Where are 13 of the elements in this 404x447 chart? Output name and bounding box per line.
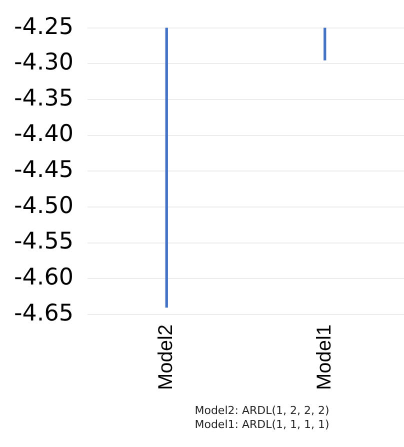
x-tick-label: Model1	[313, 324, 336, 390]
y-tick-label: -4.35	[14, 85, 74, 112]
y-tick-label: -4.45	[14, 157, 74, 184]
y-tick-label: -4.40	[14, 121, 74, 148]
y-tick-label: -4.60	[14, 264, 74, 291]
text: Model1: ARDL(1, 1, 1, 1)	[194, 418, 330, 432]
y-tick-label: -4.55	[14, 228, 74, 255]
y-tick-label: -4.50	[14, 192, 74, 219]
text: Model2: ARDL(1, 2, 2, 2)	[194, 404, 330, 418]
y-tick-label: -4.30	[14, 50, 74, 76]
y-tick-label: -4.25	[14, 14, 74, 40]
x-tick-label: Model2	[155, 324, 178, 390]
y-tick-label: -4.65	[14, 300, 74, 326]
